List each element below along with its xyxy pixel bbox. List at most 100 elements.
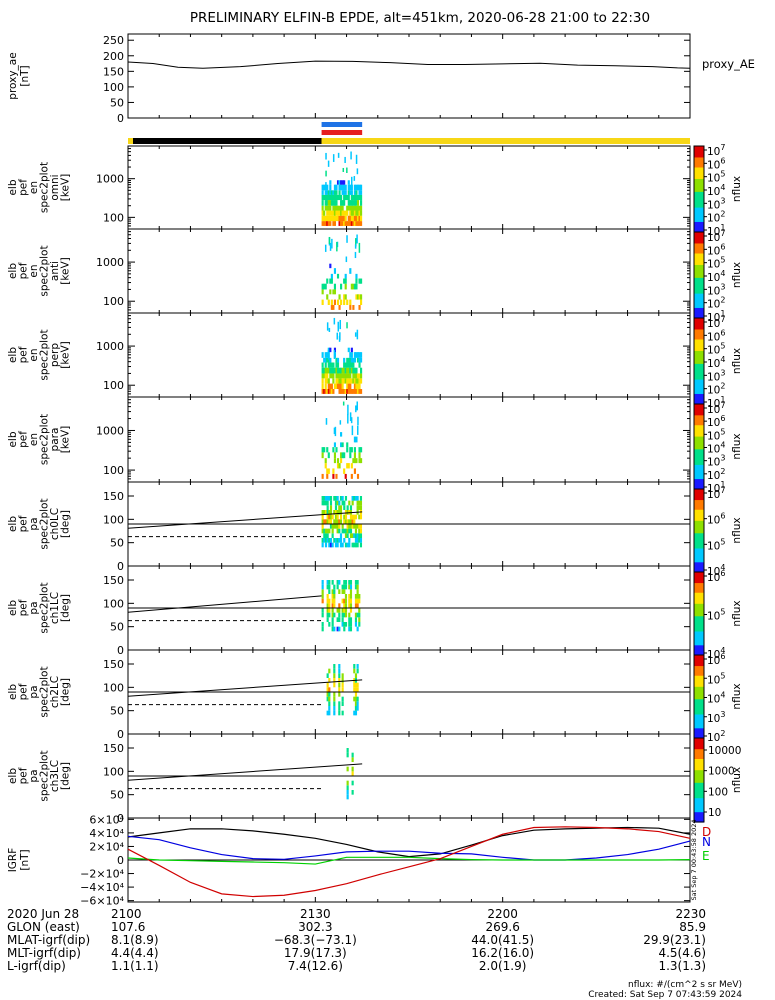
spec_perp-pixel xyxy=(356,383,360,390)
spec_para-colorbar-cell xyxy=(694,421,704,424)
spec_perp-pixel xyxy=(356,352,360,358)
spec_perp-pixel xyxy=(347,389,350,394)
pa_ch0-pixel xyxy=(339,533,343,538)
pa_ch3-ytick-label: 150 xyxy=(103,742,124,755)
spec_omni-pixel xyxy=(360,194,363,201)
pa_ch1-pixel xyxy=(328,622,331,627)
spec_omni-colorbar-cell xyxy=(694,177,704,180)
pa_ch1-colorbar-cell xyxy=(694,625,704,628)
spec_anti-pixel xyxy=(360,294,363,300)
spec_perp-pixel xyxy=(353,378,356,384)
spec_anti-colorbar-cell xyxy=(694,305,704,308)
pa_ch1-pixel xyxy=(358,608,361,613)
spec_para-pixel xyxy=(360,458,363,464)
pa_ch2-ylabel: pef xyxy=(18,683,30,700)
pa_ch0-pixel xyxy=(324,538,328,543)
pa_ch0-colorbar-cell xyxy=(694,536,704,539)
pa_ch0-pixel xyxy=(333,510,336,515)
pa_ch1-pixel xyxy=(349,622,353,627)
pa_ch3-colorbar-cell xyxy=(694,774,704,777)
spec_para-colorbar-cell xyxy=(694,477,704,480)
pa_ch0-pixel xyxy=(356,538,359,543)
spec_omni-pixel xyxy=(358,210,361,216)
spec_anti-pixel xyxy=(328,236,331,244)
spec_omni-pixel xyxy=(352,200,355,206)
pa_ch1-colorbar-cell xyxy=(694,591,704,594)
spec_omni-pixel xyxy=(349,210,352,216)
spec_perp-pixel xyxy=(352,357,355,363)
pa_ch1-pixel xyxy=(331,589,334,594)
spec_perp-colorbar-cell xyxy=(694,396,704,399)
spec_perp-colorbar-cell xyxy=(694,361,704,364)
pa_ch0-pixel xyxy=(354,533,358,538)
spec_perp-pixel xyxy=(350,367,353,374)
pa_ch2-pixel xyxy=(356,696,359,702)
spec_perp-ylabel: spec2plot xyxy=(39,329,51,380)
pa_ch3-pixel xyxy=(351,780,354,786)
pa_ch1-colorbar-cell xyxy=(694,621,704,624)
spec_omni-pixel xyxy=(360,215,363,222)
pa_ch2-pixel xyxy=(326,682,329,688)
spec_omni-pixel xyxy=(355,184,358,191)
pa_ch0-pixel xyxy=(354,514,358,520)
spec_omni-pixel xyxy=(350,190,353,195)
spec_perp-colorbar-cell xyxy=(694,401,704,404)
pa_ch3-colorbar-cell xyxy=(694,787,704,789)
spec_omni-pixel xyxy=(333,190,337,195)
spec_omni-pixel xyxy=(330,210,333,216)
proxy-ae-right-label: proxy_AE xyxy=(702,57,755,71)
pa_ch2-pixel xyxy=(338,701,341,706)
spec_anti-pixel xyxy=(324,244,327,252)
pa_ch0-pixel xyxy=(334,510,338,515)
pa_ch2-colorbar-cell xyxy=(694,661,704,664)
pa_ch0-colorbar-cell xyxy=(694,537,704,540)
spec_anti-pixel xyxy=(346,235,348,243)
spec_omni-pixel xyxy=(356,215,360,222)
spec_perp-pixel xyxy=(349,389,352,394)
pa_ch2-colorbar-cell xyxy=(694,711,704,714)
pa_ch1-pixel xyxy=(321,589,324,594)
pa_ch0-pixel xyxy=(348,528,351,534)
spec_omni-pixel xyxy=(340,205,343,211)
spec_para-colorbar-cell xyxy=(694,479,704,482)
pa_ch1-pixel xyxy=(354,617,358,622)
pa_ch3-colorbar-cell xyxy=(694,760,704,763)
spec_omni-pixel xyxy=(329,194,332,201)
spec_perp-pixel xyxy=(321,383,324,390)
pa_ch2-colorbar-cell xyxy=(694,682,704,685)
spec_omni-ylabel: elb xyxy=(7,179,19,195)
spec_omni-colorbar-cell xyxy=(694,197,704,200)
pa_ch0-pixel xyxy=(349,524,353,529)
spec_perp-pixel xyxy=(356,329,359,340)
pa_ch3-colorbar-cell xyxy=(694,743,704,746)
xaxis-mlat-value: 44.0(41.5) xyxy=(471,933,534,947)
pa_ch0-colorbar-cell xyxy=(694,530,704,533)
pa_ch0-pixel xyxy=(343,538,346,543)
spec_perp-colorbar-cell xyxy=(694,389,704,392)
spec_perp-pixel xyxy=(329,347,332,353)
night-bar xyxy=(132,138,322,144)
spec_perp-ytick-label: 100 xyxy=(103,379,124,392)
pa_ch0-pixel xyxy=(326,500,329,506)
pa_ch0-colorbar-cell xyxy=(694,518,704,521)
pa_ch0-colorbar-cell xyxy=(694,527,704,530)
spec_perp-pixel xyxy=(332,362,335,368)
spec_para-colorbar-cell xyxy=(694,472,704,475)
spec_perp-pixel xyxy=(333,349,336,359)
spec_para-colorbar-cell xyxy=(694,413,704,416)
pa_ch3-pixel xyxy=(346,752,349,758)
pa_ch1-pixel xyxy=(321,580,324,585)
pa_ch2-pixel xyxy=(356,682,359,688)
spec_anti-pixel xyxy=(330,273,333,279)
spec_omni-pixel xyxy=(326,190,329,195)
pa_ch0-pixel xyxy=(349,505,353,510)
spec_omni-colorbar-cell xyxy=(694,204,704,207)
spec_perp-pixel xyxy=(333,383,337,390)
pa_ch1-colorbar-label: 106 xyxy=(707,569,725,584)
pa_ch0-colorbar-cell xyxy=(694,497,704,500)
pa_ch3-colorbar-cell xyxy=(694,742,704,745)
spec_omni-pixel xyxy=(330,215,333,222)
spec_perp-pixel xyxy=(341,367,344,374)
spec_perp-pixel xyxy=(330,383,333,390)
pa_ch2-colorbar-cell xyxy=(694,695,704,698)
